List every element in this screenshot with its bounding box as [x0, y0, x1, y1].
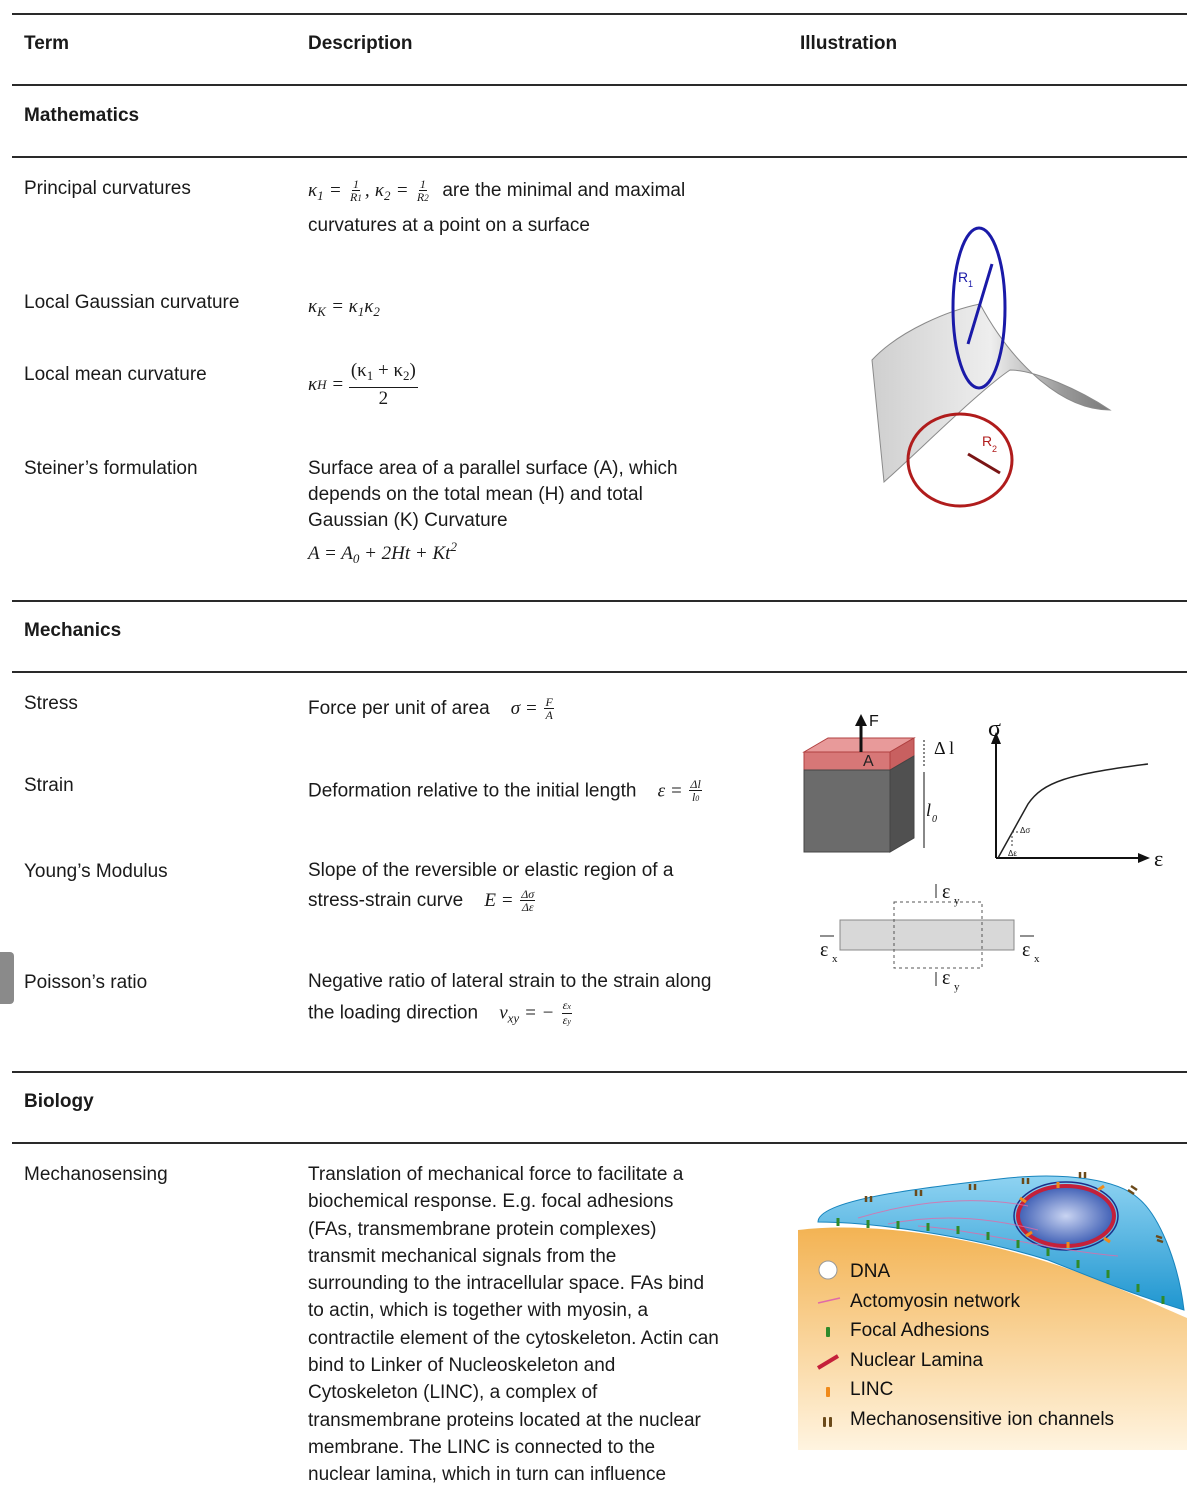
description-mechanosensing: Translation of mechanical force to facil…	[308, 1164, 719, 1486]
svg-text:0: 0	[932, 814, 937, 825]
term-local-gaussian-curvature: Local Gaussian curvature	[24, 292, 240, 313]
svg-text:Δ l: Δ l	[934, 738, 954, 758]
column-header-illustration: Illustration	[800, 33, 898, 54]
description-poissons-ratio: Negative ratio of lateral strain to the …	[308, 971, 712, 1027]
section-title-mechanics: Mechanics	[24, 620, 122, 641]
nucleus	[1016, 1184, 1116, 1248]
section-title-mathematics: Mathematics	[24, 105, 140, 126]
svg-text:x: x	[832, 953, 838, 965]
svg-text:LINC: LINC	[850, 1379, 893, 1400]
svg-text:x: x	[1034, 953, 1040, 965]
description-steiners-formulation: Surface area of a parallel surface (A), …	[308, 458, 678, 566]
column-header-term: Term	[24, 33, 70, 54]
svg-text:Nuclear Lamina: Nuclear Lamina	[850, 1350, 983, 1371]
section-title-biology: Biology	[24, 1091, 94, 1112]
term-stress: Stress	[24, 693, 78, 714]
description-strain: Deformation relative to the initial leng…	[308, 777, 702, 804]
svg-text:l: l	[926, 800, 931, 820]
svg-text:Mechanosensitive ion channels: Mechanosensitive ion channels	[850, 1409, 1114, 1430]
svg-text:Δε: Δε	[1008, 849, 1017, 858]
description-principal-curvatures: κ1 = 1 R1, κ2 = 1 R2 are the minimal and m…	[308, 177, 686, 237]
svg-text:y: y	[954, 895, 960, 907]
section-rule	[12, 671, 1187, 673]
svg-text:1: 1	[968, 279, 973, 289]
page-edge-marker	[0, 952, 14, 1004]
term-mechanosensing: Mechanosensing	[24, 1164, 168, 1185]
mechanosensing-illustration: DNA Actomyosin network Focal Adhesions N…	[798, 1172, 1187, 1450]
term-principal-curvatures: Principal curvatures	[24, 178, 191, 199]
svg-text:R: R	[958, 269, 968, 285]
svg-text:A: A	[863, 753, 874, 770]
svg-text:ε: ε	[1154, 846, 1163, 871]
svg-text:2: 2	[992, 444, 997, 454]
svg-text:Focal Adhesions: Focal Adhesions	[850, 1320, 989, 1341]
svg-text:DNA: DNA	[850, 1261, 890, 1282]
term-youngs-modulus: Young’s Modulus	[24, 861, 168, 882]
legend: DNA Actomyosin network Focal Adhesions N…	[816, 1260, 1114, 1430]
curvature-illustration: R 1 R 2	[871, 226, 1112, 508]
stress-strain-curve	[997, 763, 1149, 859]
svg-text:ε: ε	[942, 881, 950, 903]
description-youngs-modulus: Slope of the reversible or elastic regio…	[308, 860, 674, 915]
term-steiners-formulation: Steiner’s formulation	[24, 458, 198, 479]
circle-r1	[951, 226, 1007, 390]
term-strain: Strain	[24, 775, 74, 796]
svg-text:ε: ε	[1022, 939, 1030, 961]
mechanics-illustration: F A Δ l l 0 σ ε Δσ Δε ε y ε y ε x ε x	[802, 713, 1163, 993]
section-rule	[12, 1071, 1187, 1073]
radius-r1	[966, 263, 994, 345]
column-header-description: Description	[308, 33, 413, 54]
section-rule	[12, 156, 1187, 158]
svg-text:σ: σ	[988, 716, 1001, 742]
svg-text:ε: ε	[942, 967, 950, 989]
svg-text:Δσ: Δσ	[1020, 826, 1030, 835]
term-local-mean-curvature: Local mean curvature	[24, 364, 207, 385]
section-rule	[12, 1142, 1187, 1144]
radius-r2	[967, 452, 1001, 475]
circle-r2	[906, 412, 1014, 508]
svg-text:y: y	[954, 981, 960, 993]
section-rule	[12, 600, 1187, 602]
term-poissons-ratio: Poisson’s ratio	[24, 972, 148, 993]
svg-text:R: R	[982, 433, 992, 449]
header-bottom-rule	[12, 84, 1187, 86]
svg-text:Actomyosin network: Actomyosin network	[850, 1291, 1021, 1312]
substrate	[798, 1227, 1187, 1450]
formula-gaussian-curvature: κK = κ1κ2	[308, 296, 380, 319]
table-top-rule	[12, 13, 1187, 15]
svg-text:ε: ε	[820, 939, 828, 961]
svg-text:F: F	[869, 713, 879, 730]
